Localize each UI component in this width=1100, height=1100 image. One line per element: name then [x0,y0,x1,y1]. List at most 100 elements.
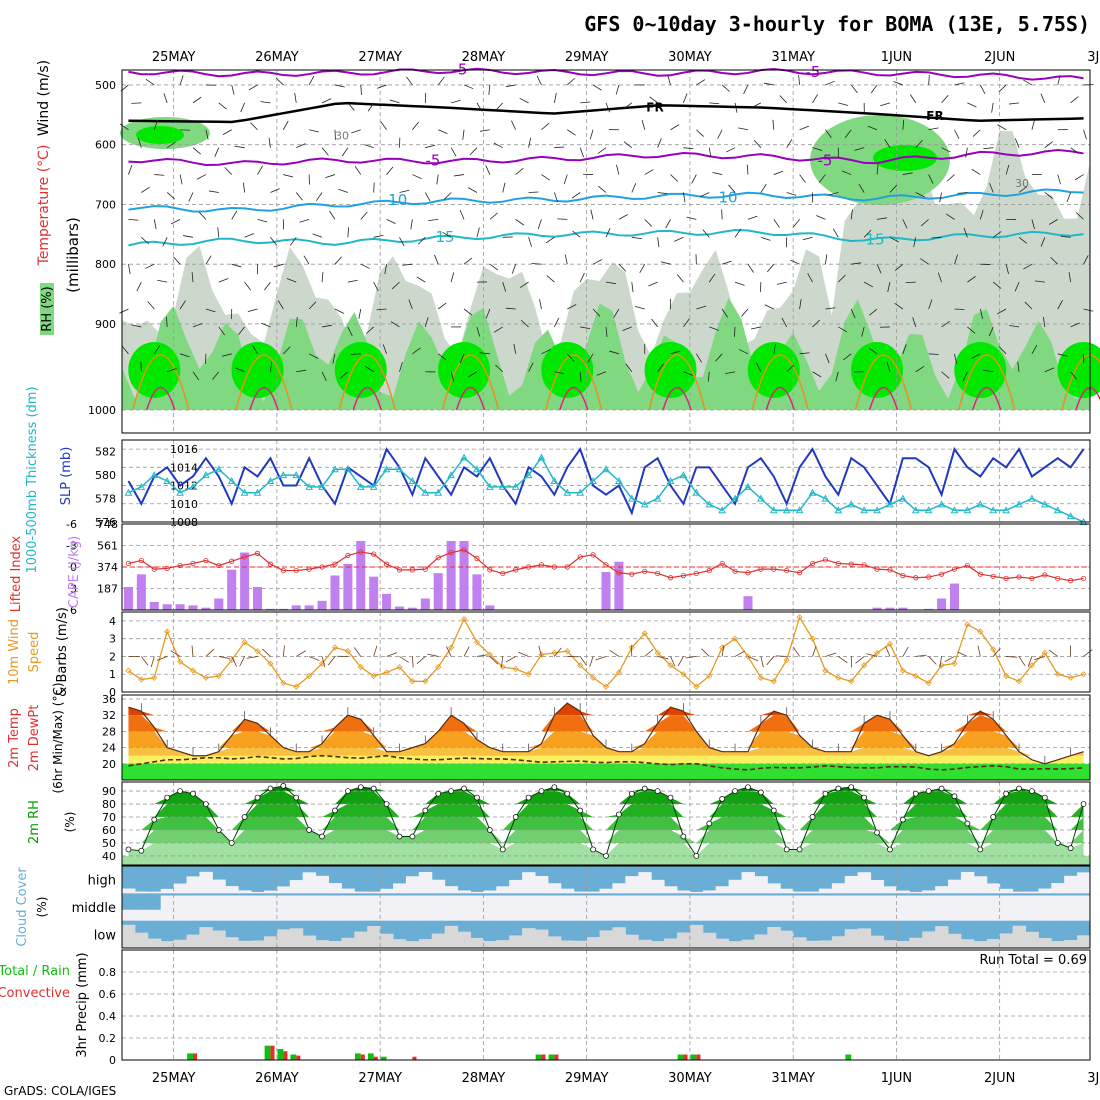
run-total: Run Total = 0.69 [979,953,1087,968]
y-tick-label-li: 6 [70,604,77,617]
cloud-cover-bar [302,895,317,921]
cloud-cover-bar [896,940,910,948]
cloud-cover-bar [754,876,768,894]
cloud-cover-bar [573,895,588,921]
precip-total-bar [845,1054,852,1060]
cloud-cover-bar [483,895,497,921]
lifted-index-point [693,570,699,577]
wind-barb [476,227,480,238]
wind-barb [469,147,478,156]
wind-barb [825,80,835,86]
wind-barb [459,353,465,364]
temperature-contour [972,387,1002,411]
precip-total-bar [548,1054,555,1060]
wind-barb [179,300,186,310]
wind-barb [972,129,981,137]
wind-barb [425,144,436,149]
temperature-contour [146,387,176,411]
cloud-cover-bar [715,886,730,894]
lifted-index-point [229,558,235,564]
cloud-cover-bar [715,895,730,921]
cloud-water-contour-label: 30 [335,130,349,143]
wind-speed-point [667,662,674,669]
wind-barb [244,233,255,238]
wind-barb [131,102,142,104]
wind-barb [321,98,332,104]
rh2m-point [151,816,158,823]
wind-speed-point [512,665,519,672]
wind-barb [957,651,968,657]
wind-barb [1005,264,1009,274]
y-tick-label-cape: 187 [97,583,118,596]
y-tick-label: 700 [95,198,116,211]
wind-barb [790,259,800,265]
wind-barb [880,102,891,107]
wind-barb [528,137,532,148]
wind-barb [1048,649,1058,657]
cloud-cover-bar [625,934,639,948]
cloud-cover-bar [909,937,923,948]
rh2m-point [951,793,958,800]
wind-barb [905,281,916,284]
precip-total-bar [277,1049,284,1060]
wind-barb [485,308,491,319]
wind-barb [205,255,212,265]
cloud-cover-bar [547,883,562,894]
wind-barb [597,185,607,193]
cloud-cover-bar [522,895,536,921]
wind-barb [147,301,155,310]
cape-bar [123,587,133,610]
temperature-contour [441,354,500,411]
y-tick-label-cape: 374 [97,561,118,574]
lifted-index-point [874,566,880,572]
credit: GrADS: COLA/IGES [4,1084,116,1098]
lifted-index-point [396,567,403,573]
wind-barb [954,308,965,310]
wind-barb [567,129,576,136]
wind-barb [275,77,284,86]
rh2m-point [577,807,584,814]
wind-barb [513,343,517,354]
wind-speed-point [796,614,803,621]
wind-barb [644,649,654,657]
wind-barb [1034,280,1045,283]
rh2m-point [345,788,351,794]
x-tick-label-bottom: 28MAY [462,1071,506,1086]
wind-barb [708,273,716,283]
rh2m-point [770,807,777,814]
lifted-index-point [216,562,222,569]
wind-barb [931,236,942,239]
temperature-contour [545,354,603,411]
wind-barb [997,124,1007,131]
wind-barb [131,324,142,328]
rh2m-point [1054,840,1061,846]
lifted-index-point [577,554,583,560]
cloud-cover-bar [483,941,497,948]
temp-fill-base [122,763,1090,780]
wind-barb [248,84,258,91]
cloud-cover-bar [586,937,601,948]
wind-barb [667,75,671,86]
cloud-row-label: low [94,928,117,943]
lifted-index-point [616,570,622,576]
wind-barb [733,326,736,337]
wind-barb [1014,281,1020,292]
lifted-index-point [564,564,570,570]
wind-barb [554,146,565,149]
wind-barb [153,120,158,130]
wind-barb [722,260,732,265]
wind-barb [651,318,658,328]
rh2m-fill-band [128,791,1084,805]
cape-bar [614,561,624,610]
cloud-cover-bar [702,890,717,894]
thickness-point [408,476,417,484]
thickness-point [279,471,288,479]
wind-barb [180,129,191,131]
thickness-point [911,506,920,514]
rh2m-point [564,790,571,797]
wind-barb [885,646,891,657]
wind-barb [579,371,582,382]
rh2m-point [241,814,248,820]
temperature-contour [559,387,589,411]
